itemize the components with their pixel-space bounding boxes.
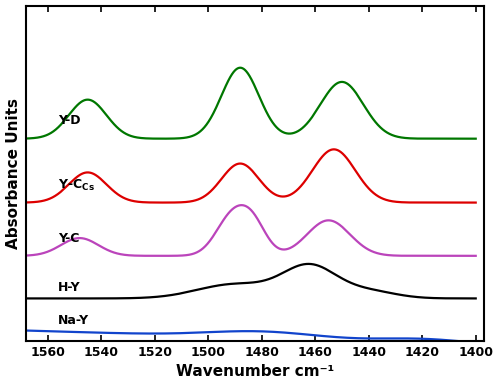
Text: Y-C: Y-C xyxy=(58,232,80,245)
Text: Y-D: Y-D xyxy=(58,114,80,127)
Y-axis label: Absorbance Units: Absorbance Units xyxy=(6,98,20,249)
Text: H-Y: H-Y xyxy=(58,281,81,294)
Text: Y-C$_{\mathregular{Cs}}$: Y-C$_{\mathregular{Cs}}$ xyxy=(58,177,95,193)
Text: Na-Y: Na-Y xyxy=(58,314,90,327)
X-axis label: Wavenumber cm⁻¹: Wavenumber cm⁻¹ xyxy=(176,365,334,380)
